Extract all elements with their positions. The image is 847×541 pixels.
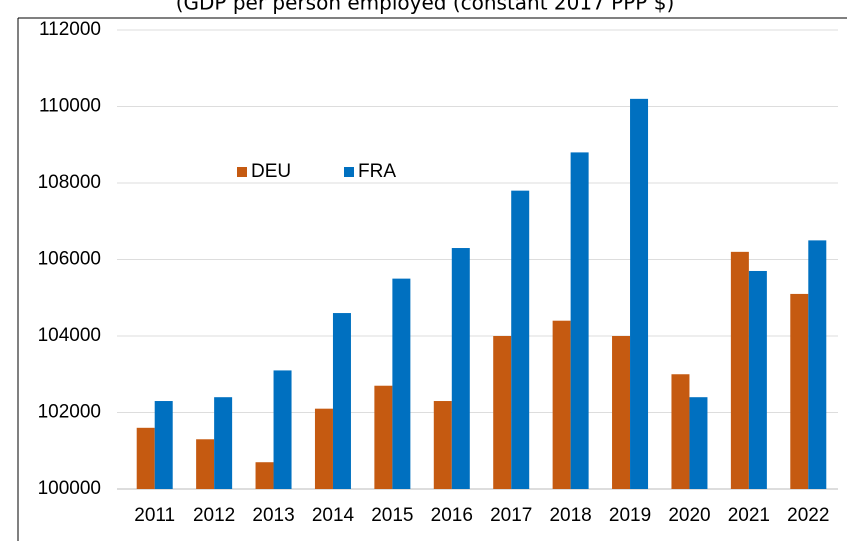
bar [671, 374, 690, 489]
y-tick-label: 112000 [39, 19, 101, 40]
bar [570, 152, 589, 489]
bar [314, 408, 333, 489]
x-tick-label: 2020 [668, 505, 710, 526]
bar [154, 401, 173, 489]
bar [730, 251, 749, 489]
bar [451, 248, 470, 489]
bar [332, 313, 351, 489]
y-tick-label: 108000 [38, 172, 101, 193]
bar [552, 320, 571, 489]
x-tick-label: 2013 [252, 505, 294, 526]
bar [689, 397, 708, 489]
y-tick-label: 104000 [38, 325, 101, 346]
x-tick-label: 2021 [728, 505, 770, 526]
bar [196, 439, 215, 489]
y-tick-label: 102000 [38, 402, 101, 423]
bar [273, 370, 292, 489]
x-tick-label: 2017 [490, 505, 532, 526]
bar [630, 98, 649, 489]
x-tick-label: 2019 [609, 505, 651, 526]
bar [433, 401, 452, 489]
x-tick-label: 2018 [549, 505, 591, 526]
bar [255, 462, 274, 489]
x-tick-label: 2016 [431, 505, 473, 526]
bar [136, 427, 155, 489]
bar [612, 336, 631, 489]
chart-title: (GDP per person employed (constant 2017 … [176, 0, 675, 15]
x-tick-label: 2015 [371, 505, 413, 526]
bar [511, 190, 530, 489]
legend-label: DEU [251, 161, 291, 182]
bar [808, 240, 827, 489]
y-tick-label: 100000 [38, 478, 101, 499]
legend-label: FRA [358, 161, 396, 182]
bar [493, 336, 512, 489]
x-tick-label: 2014 [312, 505, 355, 526]
x-tick-label: 2011 [134, 505, 175, 526]
bar [790, 293, 809, 489]
y-tick-label: 106000 [38, 249, 101, 270]
bar [214, 397, 233, 489]
bar [748, 270, 767, 489]
legend-swatch [237, 167, 247, 177]
x-tick-label: 2022 [787, 505, 829, 526]
bar [392, 278, 411, 489]
y-tick-label: 110000 [39, 96, 101, 117]
x-tick-label: 2012 [193, 505, 235, 526]
bar [374, 385, 393, 489]
legend-swatch [344, 167, 354, 177]
